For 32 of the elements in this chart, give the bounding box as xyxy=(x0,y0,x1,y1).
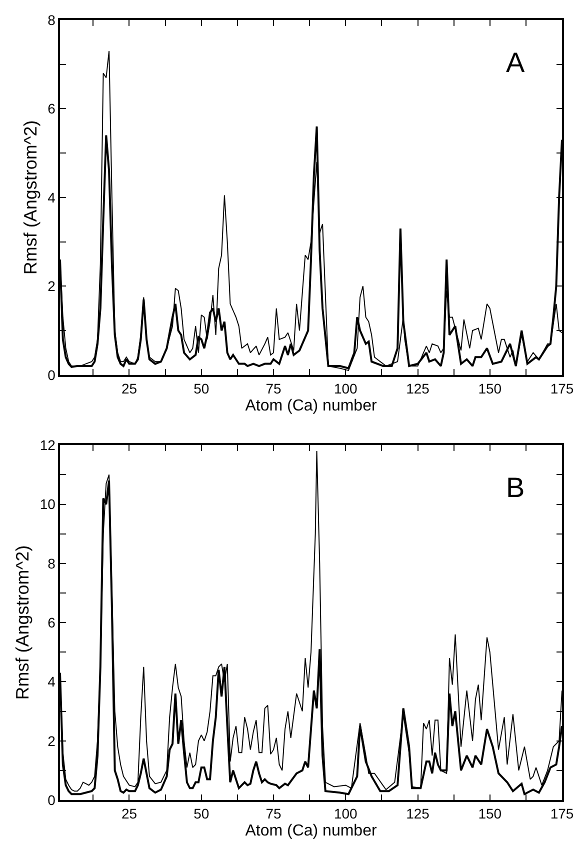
y-tick-label: 8 xyxy=(48,555,56,572)
x-tick-label: 125 xyxy=(406,806,430,822)
y-tick-label: 4 xyxy=(48,189,56,206)
y-tick-label: 10 xyxy=(40,496,56,512)
x-tick-label: 150 xyxy=(478,806,502,822)
x-tick-label: 125 xyxy=(406,380,430,396)
x-tick-label: 175 xyxy=(550,380,574,396)
x-tick-label: 100 xyxy=(334,806,358,822)
x-axis-title: Atom (Ca) number xyxy=(245,398,378,415)
annotation: B xyxy=(506,472,525,503)
x-tick-label: 50 xyxy=(194,380,210,396)
x-tick-label: 75 xyxy=(266,806,282,822)
y-tick-label: 6 xyxy=(48,614,56,630)
x-tick-label: 25 xyxy=(121,806,138,822)
y-axis-title: Rmsf (Angstrom^2) xyxy=(12,545,33,700)
y-tick-label: 2 xyxy=(48,732,56,749)
x-axis-title: Atom (Ca) number xyxy=(245,822,378,840)
x-tick-label: 25 xyxy=(121,380,138,396)
y-tick-label: 4 xyxy=(48,674,56,690)
y-tick-label: 0 xyxy=(48,366,56,383)
x-tick-label: 175 xyxy=(550,806,574,822)
y-tick-label: 12 xyxy=(40,437,56,453)
y-axis-title: Rmsf (Angstrom^2) xyxy=(20,120,40,275)
annotation: A xyxy=(506,47,525,78)
y-tick-label: 6 xyxy=(48,100,56,117)
x-tick-label: 75 xyxy=(266,380,282,396)
y-tick-label: 8 xyxy=(48,12,56,28)
x-tick-label: 50 xyxy=(194,806,210,822)
y-tick-label: 2 xyxy=(48,278,56,294)
y-tick-label: 0 xyxy=(48,792,56,808)
x-tick-label: 150 xyxy=(478,380,502,396)
x-tick-label: 100 xyxy=(334,380,358,396)
